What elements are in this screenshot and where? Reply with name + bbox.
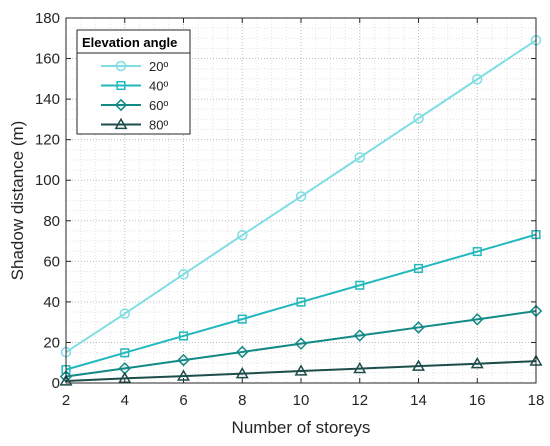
legend-item: 40º	[101, 79, 168, 94]
data-point	[354, 152, 365, 163]
x-tick-label: 14	[410, 392, 427, 409]
data-series	[59, 35, 543, 386]
data-point	[470, 357, 484, 369]
data-point	[118, 371, 132, 383]
x-tick-label: 8	[238, 392, 246, 409]
x-tick-label: 2	[62, 392, 70, 409]
legend-marker	[116, 80, 126, 91]
data-point	[294, 337, 308, 350]
x-tick-label: 6	[179, 392, 187, 409]
legend-label: 40º	[149, 79, 168, 94]
data-point	[413, 263, 424, 273]
series-line	[65, 360, 537, 382]
y-axis-label: Shadow distance (m)	[8, 121, 27, 281]
y-tick-label: 100	[35, 172, 60, 189]
data-point	[412, 359, 425, 371]
data-point	[355, 280, 365, 290]
data-point	[178, 331, 189, 341]
x-axis-label: Number of storeys	[232, 418, 371, 437]
x-tick-label: 4	[121, 392, 129, 409]
data-point	[59, 374, 73, 386]
legend-title: Elevation angle	[82, 35, 177, 50]
x-tick-label: 10	[293, 392, 310, 409]
y-tick-label: 80	[43, 213, 60, 230]
data-point	[177, 369, 190, 381]
legend-label: 60º	[149, 98, 168, 113]
y-tick-label: 140	[35, 91, 60, 108]
legend-marker	[114, 117, 128, 130]
x-axis-ticks: 2 4 6 8 10 12 14 16 18	[62, 18, 545, 409]
data-point	[119, 308, 130, 319]
y-tick-label: 40	[43, 294, 60, 311]
plot-frame	[65, 17, 537, 384]
data-point	[177, 353, 190, 367]
y-axis-ticks: 0 20 40 60 80 100 120 140 160 180	[35, 10, 536, 392]
y-tick-label: 20	[43, 334, 60, 351]
data-point	[235, 345, 249, 359]
series-triangle	[59, 354, 543, 386]
data-point	[412, 321, 425, 334]
data-point	[295, 191, 307, 202]
data-point	[296, 297, 306, 307]
y-tick-label: 180	[35, 10, 60, 27]
data-point	[413, 113, 424, 124]
legend-item: 80º	[101, 118, 168, 133]
data-point	[235, 366, 249, 379]
legend-marker	[114, 98, 128, 112]
data-point	[237, 229, 248, 241]
legend-box	[76, 29, 191, 135]
data-point	[472, 73, 483, 85]
series-square	[61, 230, 541, 375]
data-point	[294, 364, 308, 376]
x-tick-label: 12	[351, 392, 368, 409]
legend-label: 20º	[149, 59, 168, 74]
legend: Elevation angle 20º 40º 60º 80º	[76, 29, 191, 135]
series-line	[65, 39, 537, 354]
legend-item: 60º	[101, 98, 168, 113]
x-tick-label: 18	[528, 392, 545, 409]
data-point	[470, 313, 484, 326]
data-point	[353, 361, 367, 374]
data-point	[178, 269, 189, 280]
y-tick-label: 120	[35, 132, 60, 149]
y-tick-label: 160	[35, 51, 60, 68]
legend-marker	[115, 60, 127, 72]
y-tick-label: 60	[43, 253, 60, 270]
data-point	[353, 329, 367, 342]
legend-label: 80º	[149, 118, 168, 133]
data-point	[237, 314, 247, 324]
data-point	[120, 348, 130, 358]
series-line	[65, 233, 537, 371]
data-point	[472, 247, 482, 257]
y-tick-label: 0	[52, 375, 60, 392]
series-diamond	[59, 304, 543, 383]
series-line	[65, 310, 537, 378]
x-tick-label: 16	[469, 392, 486, 409]
legend-items: 20º 40º 60º 80º	[101, 59, 168, 133]
legend-item: 20º	[101, 59, 168, 74]
